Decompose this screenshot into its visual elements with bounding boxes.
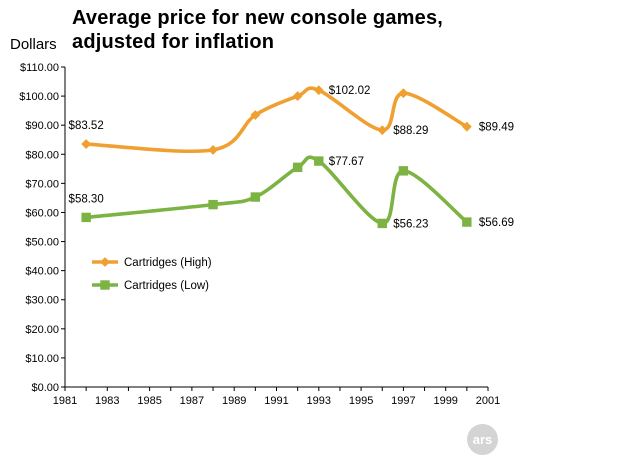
x-tick-label: 1997 bbox=[391, 395, 415, 407]
chart-title: Average price for new console games, adj… bbox=[72, 6, 443, 54]
chart-title-line-1: Average price for new console games, bbox=[72, 7, 444, 29]
data-point bbox=[461, 121, 472, 132]
y-tick-label: $30.00 bbox=[25, 295, 59, 307]
ars-watermark-logo: ars bbox=[467, 424, 498, 455]
legend-swatch-marker bbox=[100, 257, 110, 267]
x-tick-label: 1985 bbox=[137, 395, 161, 407]
x-tick-label: 1987 bbox=[180, 395, 204, 407]
data-point bbox=[208, 199, 218, 210]
x-tick-label: 1989 bbox=[222, 395, 246, 407]
data-point bbox=[314, 156, 324, 166]
data-label: $77.67 bbox=[329, 156, 364, 168]
legend-label: Cartridges (Low) bbox=[124, 280, 209, 292]
data-label: $102.02 bbox=[329, 85, 371, 97]
data-point bbox=[292, 162, 303, 173]
data-point bbox=[250, 192, 261, 202]
y-tick-label: $110.00 bbox=[20, 62, 59, 74]
data-label: $56.69 bbox=[479, 217, 514, 229]
data-label: $58.30 bbox=[69, 193, 104, 205]
x-tick-label: 1999 bbox=[433, 395, 457, 407]
data-point bbox=[398, 166, 409, 176]
data-label: $89.49 bbox=[479, 122, 514, 134]
series-line-cartridges-high bbox=[84, 86, 469, 154]
y-tick-label: $70.00 bbox=[25, 178, 59, 190]
data-point bbox=[462, 217, 472, 227]
data-point bbox=[377, 218, 387, 229]
data-point bbox=[208, 145, 218, 155]
data-point bbox=[398, 88, 409, 99]
y-axis-label: Dollars bbox=[10, 36, 57, 53]
x-tick-label: 1981 bbox=[53, 395, 77, 407]
y-tick-label: $0.00 bbox=[31, 382, 59, 394]
data-point bbox=[81, 139, 92, 149]
y-tick-label: $10.00 bbox=[25, 353, 59, 365]
data-point bbox=[250, 110, 261, 120]
data-label: $56.23 bbox=[393, 218, 428, 230]
y-tick-label: $80.00 bbox=[25, 149, 59, 161]
chart-title-line-2: adjusted for inflation bbox=[72, 31, 275, 53]
data-point bbox=[377, 125, 388, 136]
data-label: $83.52 bbox=[69, 120, 104, 132]
y-tick-label: $90.00 bbox=[25, 120, 59, 132]
y-tick-label: $60.00 bbox=[25, 207, 59, 219]
x-tick-label: 1983 bbox=[95, 395, 119, 407]
y-tick-label: $20.00 bbox=[25, 324, 59, 336]
data-point bbox=[313, 85, 324, 96]
y-tick-label: $100.00 bbox=[19, 91, 59, 103]
x-tick-label: 1995 bbox=[349, 395, 373, 407]
x-tick-label: 2001 bbox=[476, 395, 500, 407]
legend-label: Cartridges (High) bbox=[124, 257, 212, 269]
legend-swatch-marker bbox=[100, 280, 110, 290]
y-tick-label: $50.00 bbox=[25, 237, 59, 249]
x-tick-label: 1993 bbox=[307, 395, 331, 407]
y-tick-label: $40.00 bbox=[25, 266, 59, 278]
series-line-cartridges-low bbox=[84, 155, 469, 226]
data-point bbox=[81, 212, 91, 223]
data-point bbox=[292, 91, 303, 101]
data-label: $88.29 bbox=[393, 125, 428, 137]
x-tick-label: 1991 bbox=[264, 395, 288, 407]
